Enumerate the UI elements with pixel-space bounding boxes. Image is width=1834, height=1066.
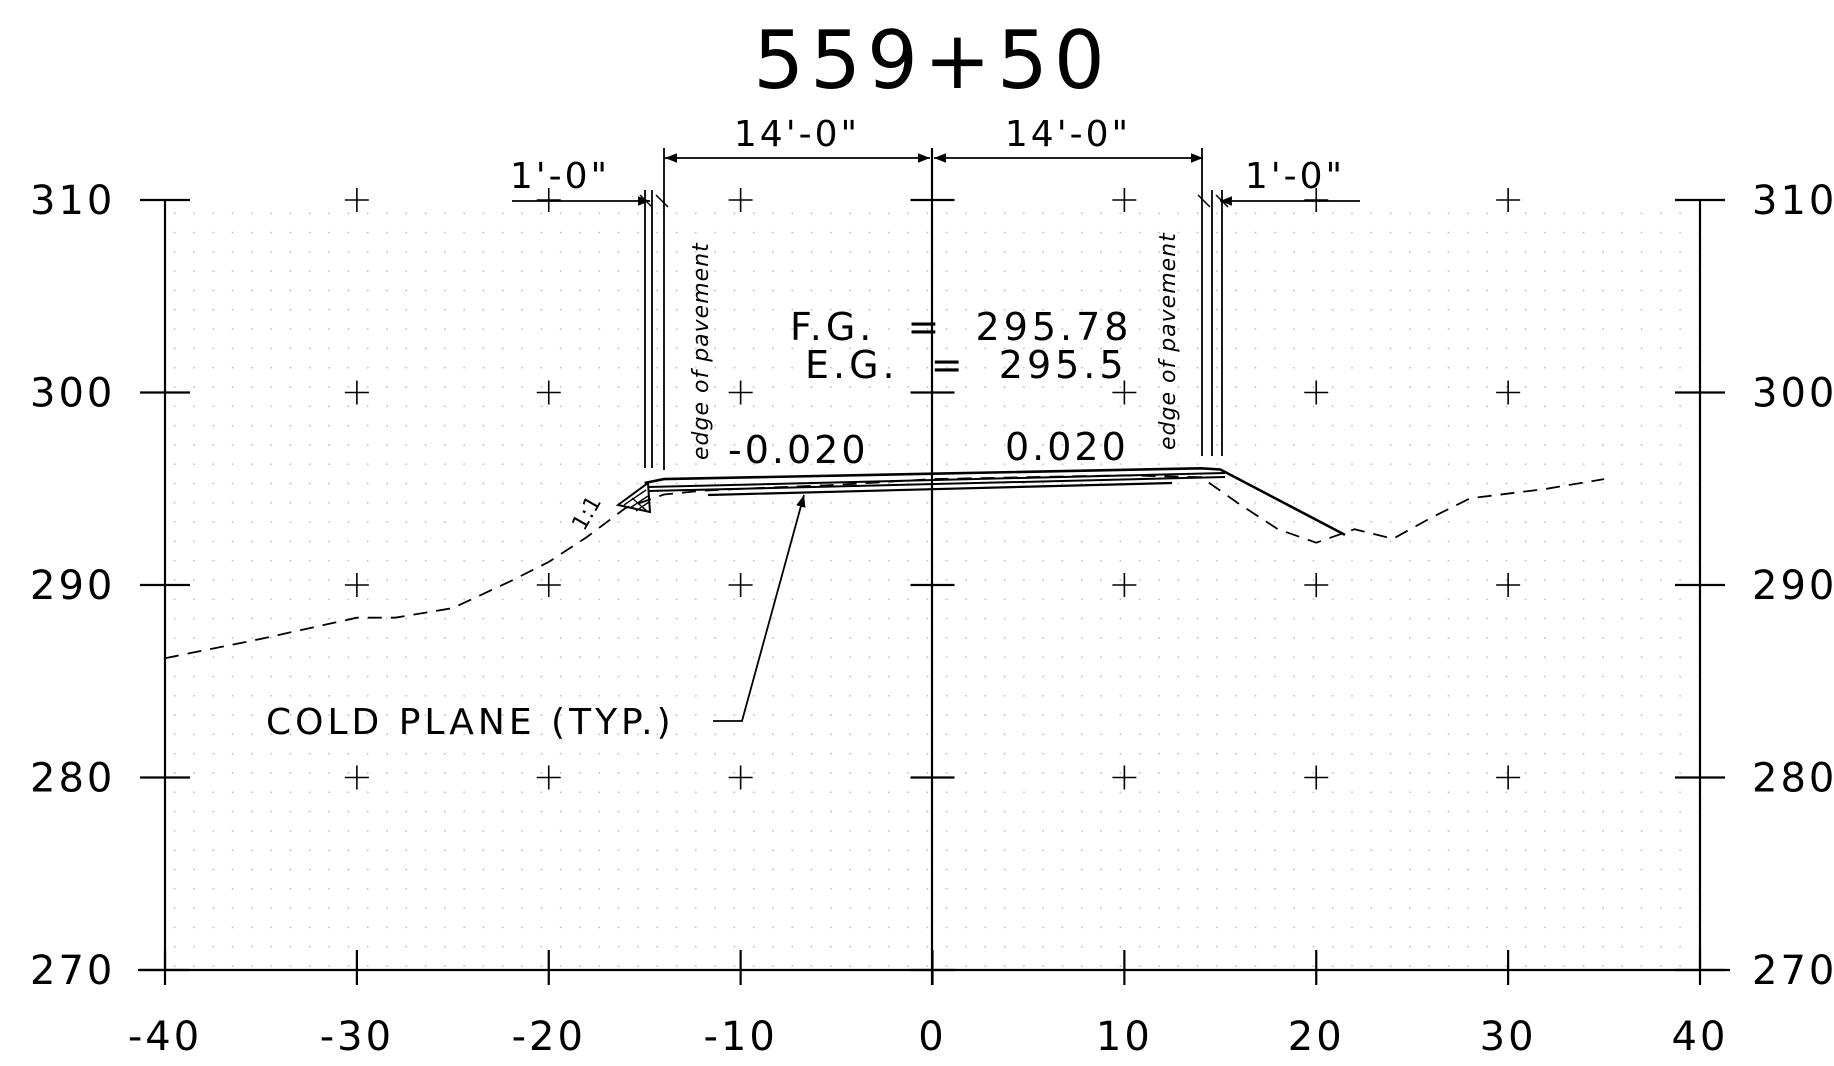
finished-grade-section [615,466,1346,537]
left-toe-wedge [615,481,652,514]
left-toe-hatch [623,489,650,513]
x-tick-label: 40 [1672,1014,1729,1060]
dim-left-lane-label: 14'-0" [734,114,860,155]
dim-right-lane-label: 14'-0" [1005,114,1131,155]
grid-cross [1496,573,1521,597]
x-tick-label: -10 [703,1014,777,1060]
y-tick-label-left: 270 [30,948,115,994]
finished-grade-line [644,466,1346,537]
slope-right-label: 0.020 [1005,425,1129,469]
edge-of-pavement-right-label: edge of pavement [1156,232,1181,450]
y-tick-labels-left: 310 300 290 280 270 [30,178,115,994]
y-tick-label-left: 300 [30,371,115,417]
x-tick-labels: -40 -30 -20 -10 0 10 20 30 40 [128,1014,1729,1060]
grid-cross [536,380,561,405]
grid-cross [1496,765,1521,790]
grid-cross [344,765,369,790]
grid-cross [1304,188,1329,212]
grid-cross [344,380,369,405]
y-tick-label-left: 290 [30,563,115,609]
y-tick-label-right: 270 [1752,948,1834,994]
y-tick-label-left: 280 [30,756,115,802]
grid-cross [1112,765,1137,790]
grid-cross [344,573,369,597]
grid-cross [536,573,561,597]
x-tick-label: -20 [512,1014,586,1060]
edge-of-pavement-left-label: edge of pavement [689,242,714,460]
grid-cross [1112,380,1137,405]
y-tick-label-right: 290 [1752,563,1834,609]
grid-cross [728,765,753,790]
x-tick-label: 20 [1288,1014,1345,1060]
pavement-layer-1 [647,472,1226,488]
y-tick-label-left: 310 [30,178,115,224]
grid-cross [728,188,753,212]
x-tick-label: 0 [918,1014,946,1060]
y-tick-label-right: 310 [1752,178,1834,224]
dim-right-shoulder-label: 1'-0" [1245,156,1345,197]
grid-cross [1112,188,1137,212]
slope-left-label: -0.020 [728,428,869,472]
existing-ground-line [164,474,1605,660]
axis-ticks [140,198,1725,985]
x-tick-label: 10 [1096,1014,1153,1060]
x-tick-label: -30 [320,1014,394,1060]
grid-cross [1304,380,1329,405]
grid-crosses [344,188,1521,790]
grid-cross [728,573,753,597]
grid-cross [1304,573,1329,597]
cold-plane-leader [713,494,806,722]
grid-cross [536,765,561,790]
dim-left-shoulder-label: 1'-0" [510,156,610,197]
grid-cross [1112,573,1137,597]
grid-cross [536,188,561,212]
grid-cross [1496,380,1521,405]
finished-grade-label: F.G. = 295.78 [790,305,1132,349]
grid-cross [728,380,753,405]
station-title: 559+50 [753,14,1111,107]
dimension-lines [512,148,1360,470]
grid-cross [1304,765,1329,790]
dim-ticks [639,194,1229,208]
y-tick-labels-right: 310 300 290 280 270 [1752,178,1834,994]
y-tick-label-right: 280 [1752,756,1834,802]
x-tick-label: 30 [1480,1014,1537,1060]
y-tick-label-right: 300 [1752,371,1834,417]
grid-cross [344,188,369,212]
cold-plane-label: COLD PLANE (TYP.) [266,702,675,743]
pavement-layer-2 [647,476,1226,492]
grid-cross [1496,188,1521,212]
existing-grade-label: E.G. = 295.5 [805,343,1128,387]
cold-plane-line [707,481,1173,497]
x-tick-label: -40 [128,1014,202,1060]
